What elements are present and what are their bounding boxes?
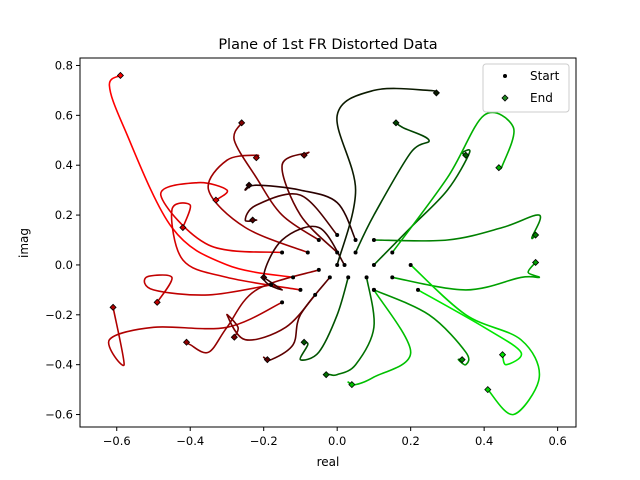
y-tick-label: 0.8 [55, 58, 73, 72]
end-point [300, 338, 308, 346]
plot-frame [79, 57, 577, 428]
end-point [392, 119, 400, 127]
y-tick-label: −0.6 [45, 408, 73, 422]
end-point [532, 258, 540, 267]
end-point [252, 154, 260, 162]
series-line [244, 193, 338, 236]
end-point [322, 371, 330, 379]
y-axis-label: imag [17, 228, 31, 258]
end-point [238, 119, 246, 127]
end-point [249, 216, 257, 224]
start-point [335, 250, 340, 255]
chart-title: Plane of 1st FR Distorted Data [218, 37, 437, 53]
start-point [316, 267, 321, 272]
start-point [291, 275, 296, 280]
start-point [316, 238, 321, 243]
end-point [462, 151, 470, 159]
y-tick-label: 0.6 [55, 108, 73, 122]
start-point [371, 262, 376, 267]
legend: Start End [482, 63, 570, 113]
start-point [305, 250, 310, 255]
end-point [498, 351, 507, 359]
x-ticks: −0.6 −0.4 −0.2 0.0 0.2 0.4 0.6 [103, 427, 567, 448]
series-line [354, 122, 430, 253]
start-point [342, 262, 347, 267]
series-line [373, 214, 542, 242]
series-line [262, 225, 346, 291]
start-point [313, 292, 318, 297]
series-line [244, 184, 357, 241]
end-point [495, 164, 503, 172]
series-line [299, 277, 349, 361]
start-point [390, 250, 395, 255]
end-point [458, 356, 466, 364]
end-point [432, 89, 440, 97]
end-point [300, 151, 308, 159]
end-point [263, 356, 271, 364]
x-tick-label: 0.4 [475, 434, 493, 448]
series-line [373, 289, 470, 366]
end-point [484, 386, 492, 394]
start-point [353, 250, 358, 255]
end-point [260, 273, 268, 281]
y-tick-label: 0.0 [55, 258, 73, 272]
legend-label: End [530, 91, 553, 105]
legend-end-marker [501, 94, 509, 102]
series-line [108, 74, 294, 279]
end-point [182, 338, 191, 346]
x-tick-label: −0.4 [176, 434, 204, 448]
series-line [391, 111, 515, 253]
end-point [179, 223, 187, 232]
x-axis-label: real [317, 455, 340, 469]
end-point [348, 381, 356, 389]
x-tick-label: −0.6 [103, 434, 131, 448]
x-tick-label: −0.2 [250, 434, 278, 448]
series-line [347, 289, 412, 386]
start-point [408, 262, 413, 267]
series-line [186, 269, 320, 354]
x-tick-label: 0.2 [402, 434, 420, 448]
start-point [298, 287, 303, 292]
end-point [153, 298, 161, 306]
start-point [280, 300, 285, 305]
start-point [269, 282, 274, 287]
series-line [392, 261, 541, 291]
y-tick-label: 0.2 [55, 208, 73, 222]
start-point [346, 275, 351, 280]
y-tick-label: 0.4 [55, 158, 73, 172]
series-line [160, 181, 283, 254]
start-point [371, 287, 376, 292]
legend-start-marker [503, 74, 507, 78]
end-point [245, 181, 253, 189]
series-line [226, 294, 316, 341]
y-ticks: −0.6 −0.4 −0.2 0.0 0.2 0.4 0.6 0.8 [45, 58, 80, 422]
start-point [364, 275, 369, 280]
series-line [336, 87, 438, 266]
x-tick-label: 0.6 [548, 434, 566, 448]
legend-label: Start [530, 69, 560, 83]
start-point [327, 275, 332, 280]
series-line [107, 301, 283, 367]
series-line [410, 264, 541, 416]
start-point [416, 287, 421, 292]
markers-layer [109, 71, 540, 394]
series-line [170, 202, 301, 291]
y-tick-label: −0.2 [45, 308, 73, 322]
end-point [532, 231, 540, 239]
end-point [212, 196, 220, 204]
start-point [335, 233, 340, 238]
end-point [109, 303, 117, 311]
y-tick-label: −0.4 [45, 358, 73, 372]
series-line [262, 276, 331, 361]
end-point [116, 71, 124, 80]
end-point [230, 333, 238, 341]
series-line [143, 274, 272, 303]
start-point [353, 238, 358, 243]
start-point [280, 250, 285, 255]
start-point [390, 275, 395, 280]
start-point [371, 238, 376, 243]
start-point [335, 262, 340, 267]
x-tick-label: 0.0 [328, 434, 346, 448]
